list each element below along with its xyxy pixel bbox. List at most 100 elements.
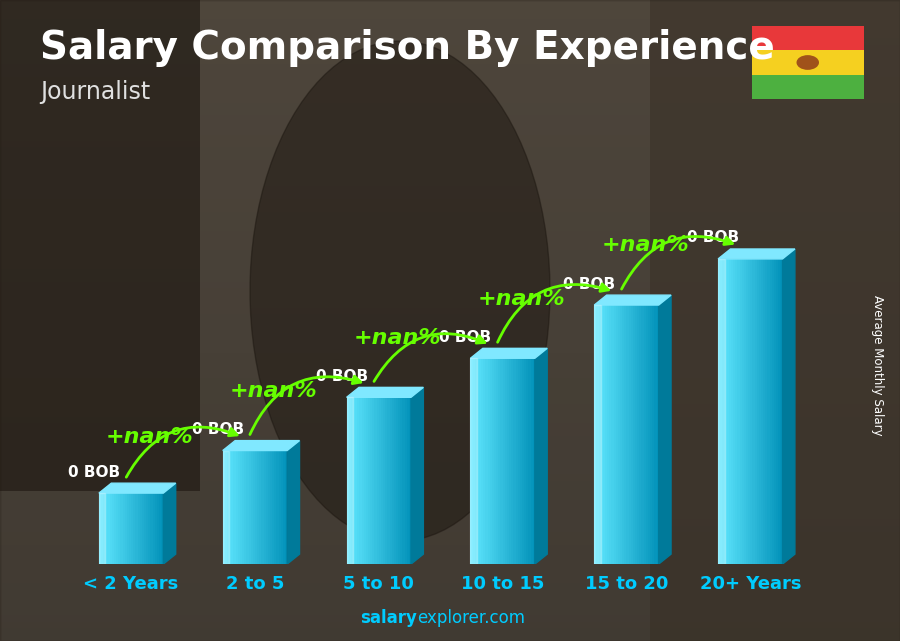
Bar	[0, 519, 900, 526]
Polygon shape	[276, 451, 279, 564]
Polygon shape	[362, 397, 364, 564]
Polygon shape	[735, 259, 738, 564]
Polygon shape	[268, 451, 270, 564]
Bar	[0, 500, 900, 506]
Polygon shape	[383, 397, 385, 564]
Bar	[0, 64, 900, 71]
Polygon shape	[770, 259, 772, 564]
Polygon shape	[359, 397, 362, 564]
FancyArrowPatch shape	[250, 376, 361, 435]
Polygon shape	[146, 493, 148, 564]
Polygon shape	[223, 440, 300, 451]
Polygon shape	[159, 493, 161, 564]
Bar	[0, 160, 900, 167]
Polygon shape	[718, 249, 795, 259]
Polygon shape	[227, 451, 230, 564]
Polygon shape	[370, 397, 373, 564]
Bar	[0, 442, 900, 449]
Polygon shape	[616, 305, 618, 564]
Text: Journalist: Journalist	[40, 80, 151, 104]
Polygon shape	[373, 397, 374, 564]
Polygon shape	[511, 358, 514, 564]
Polygon shape	[105, 493, 108, 564]
Polygon shape	[509, 358, 511, 564]
Bar	[0, 109, 900, 115]
Polygon shape	[471, 348, 547, 358]
Bar	[0, 609, 900, 615]
Bar	[0, 90, 900, 96]
FancyArrowPatch shape	[374, 334, 485, 381]
Bar	[0, 487, 900, 494]
Polygon shape	[364, 397, 366, 564]
Bar	[0, 0, 900, 6]
FancyArrowPatch shape	[126, 427, 237, 477]
Polygon shape	[233, 451, 236, 564]
Bar	[0, 231, 900, 237]
Polygon shape	[107, 493, 110, 564]
Polygon shape	[720, 259, 723, 564]
Bar	[752, 26, 864, 50]
Polygon shape	[405, 397, 407, 564]
Polygon shape	[163, 483, 176, 564]
Text: 0 BOB: 0 BOB	[68, 465, 120, 479]
Polygon shape	[652, 305, 654, 564]
Polygon shape	[346, 397, 349, 564]
Polygon shape	[114, 493, 116, 564]
Polygon shape	[505, 358, 507, 564]
Bar	[0, 391, 900, 397]
Text: 0 BOB: 0 BOB	[192, 422, 244, 437]
Text: +nan%: +nan%	[230, 381, 318, 401]
Bar	[0, 615, 900, 622]
Polygon shape	[522, 358, 524, 564]
Bar	[0, 404, 900, 410]
Polygon shape	[356, 397, 357, 564]
Bar	[0, 596, 900, 603]
Polygon shape	[99, 493, 101, 564]
Polygon shape	[765, 259, 768, 564]
Bar	[0, 538, 900, 545]
Bar	[0, 192, 900, 199]
Bar	[0, 410, 900, 417]
Polygon shape	[479, 358, 482, 564]
Polygon shape	[127, 493, 129, 564]
Polygon shape	[379, 397, 381, 564]
Bar	[0, 603, 900, 609]
Polygon shape	[594, 305, 597, 564]
Bar	[0, 179, 900, 186]
Polygon shape	[600, 305, 603, 564]
Polygon shape	[605, 305, 608, 564]
Polygon shape	[368, 397, 370, 564]
Polygon shape	[101, 493, 104, 564]
Polygon shape	[407, 397, 409, 564]
Polygon shape	[402, 397, 405, 564]
Bar	[0, 429, 900, 436]
Polygon shape	[250, 41, 550, 541]
Polygon shape	[353, 397, 356, 564]
Bar	[0, 583, 900, 590]
Polygon shape	[737, 259, 740, 564]
Bar	[0, 295, 900, 301]
Bar	[0, 58, 900, 64]
Polygon shape	[121, 493, 122, 564]
Polygon shape	[774, 259, 776, 564]
Polygon shape	[656, 305, 659, 564]
Bar	[0, 115, 900, 122]
Polygon shape	[748, 259, 751, 564]
Polygon shape	[394, 397, 396, 564]
Polygon shape	[138, 493, 140, 564]
Polygon shape	[279, 451, 281, 564]
Bar	[0, 276, 900, 282]
Bar	[0, 6, 900, 13]
Polygon shape	[381, 397, 383, 564]
Bar	[0, 173, 900, 179]
Text: 0 BOB: 0 BOB	[316, 369, 368, 384]
Polygon shape	[507, 358, 509, 564]
Polygon shape	[763, 259, 766, 564]
Text: 0 BOB: 0 BOB	[439, 329, 491, 345]
Bar	[0, 282, 900, 288]
Bar	[0, 481, 900, 487]
Polygon shape	[274, 451, 276, 564]
Polygon shape	[104, 493, 105, 564]
Circle shape	[796, 55, 819, 70]
Polygon shape	[157, 493, 159, 564]
